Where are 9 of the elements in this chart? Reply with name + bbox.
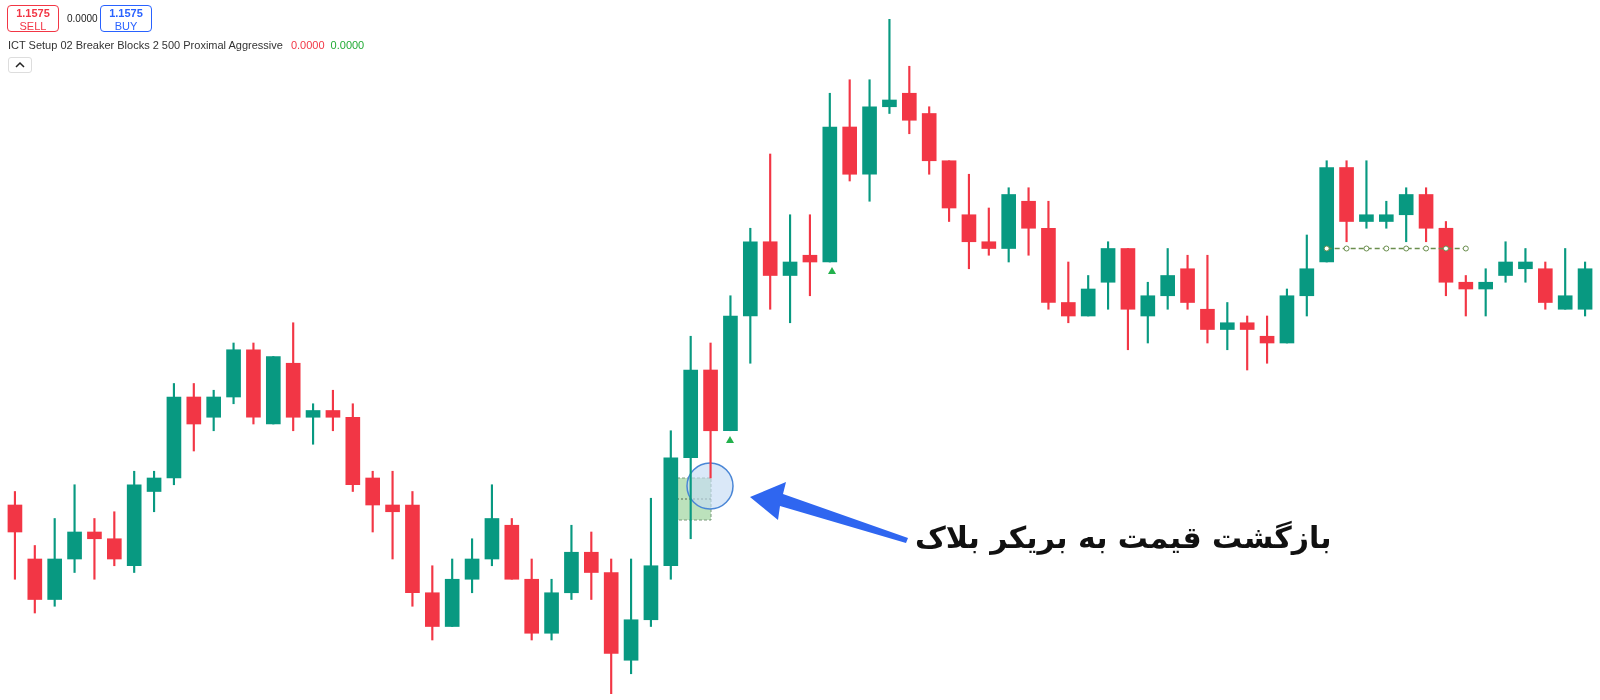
annotation: SELL <box>18 20 48 33</box>
annotation: BUY <box>113 20 139 33</box>
annotation: 1.1575 <box>15 7 51 20</box>
annotation: 0.0000 <box>67 13 98 24</box>
annotation: 1.1575 <box>108 7 144 20</box>
annotation: بازگشت قیمت به بریکر بلاک <box>915 520 1332 555</box>
annotation: 0.0000 <box>330 39 365 51</box>
annotation: ICT Setup 02 Breaker Blocks 2 500 Proximal Aggressive <box>8 39 283 51</box>
annotation: 0.0000 <box>290 39 325 51</box>
